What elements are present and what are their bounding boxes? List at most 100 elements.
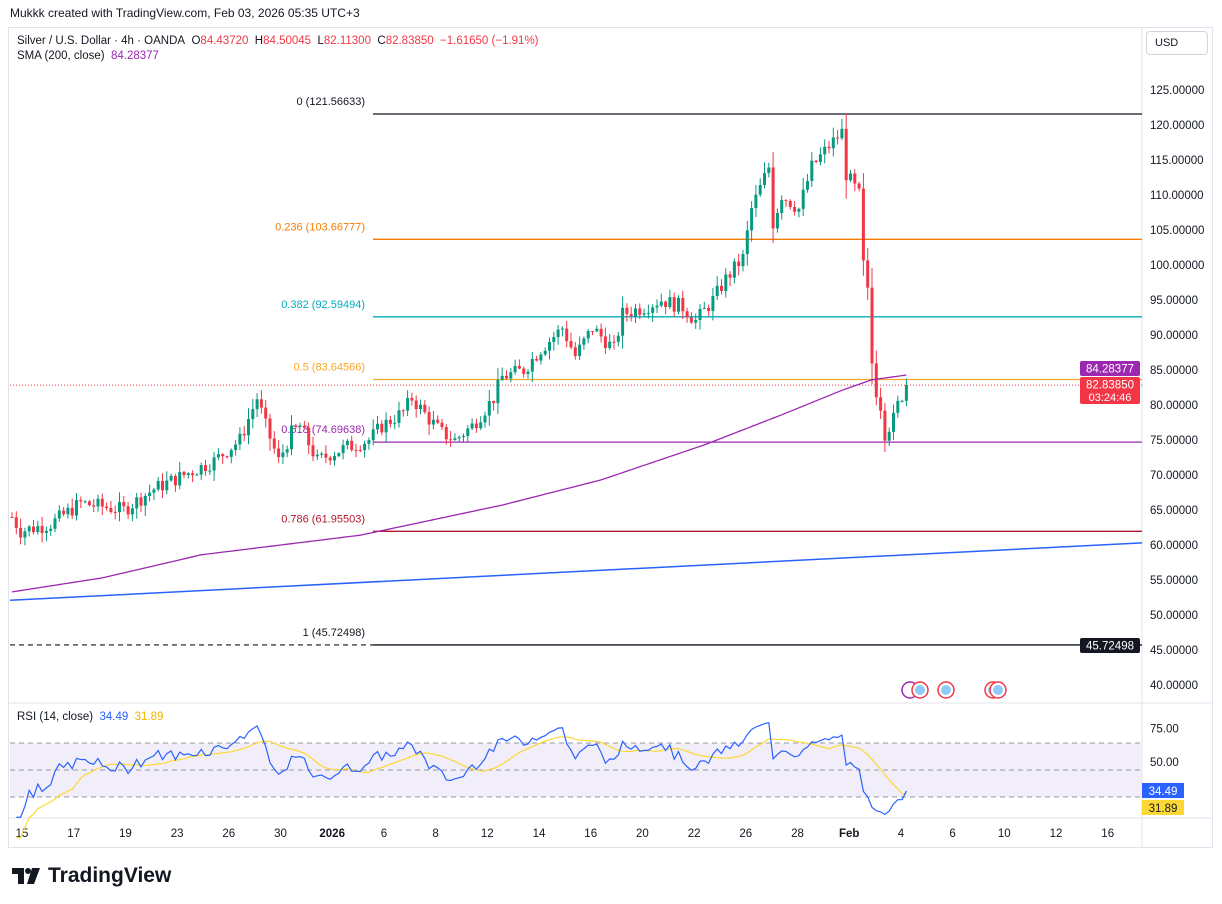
candle-body <box>591 331 594 333</box>
candle-body <box>513 365 517 373</box>
candle-body <box>75 500 78 516</box>
candle-body <box>307 427 311 446</box>
symbol-title[interactable]: Silver / U.S. Dollar · 4h · OANDA <box>17 35 186 47</box>
candle-body <box>573 347 577 357</box>
candle-body <box>100 498 104 507</box>
price-tick-label: 55.00000 <box>1150 575 1198 587</box>
candle-body <box>414 400 418 410</box>
candle-body <box>879 397 883 411</box>
candle-body <box>87 501 91 506</box>
rsi-value: 34.49 <box>99 711 129 723</box>
currency-button[interactable]: USD <box>1146 31 1208 55</box>
candle-body <box>509 372 513 379</box>
candle-body <box>397 410 401 423</box>
candle-body <box>737 261 741 267</box>
time-tick-label: 19 <box>119 828 132 840</box>
price-tick-label: 40.00000 <box>1150 680 1198 692</box>
candle-body <box>70 507 74 516</box>
candle-body <box>818 154 822 163</box>
time-tick-label: 17 <box>67 828 80 840</box>
time-tick-label: 4 <box>898 828 905 840</box>
price-tick-label: 105.00000 <box>1150 225 1204 237</box>
candle-body <box>247 419 250 436</box>
price-tag-value: 45.72498 <box>1086 641 1134 653</box>
candle-body <box>677 297 680 312</box>
fib-level-label: 0.382 (92.59494) <box>281 299 365 311</box>
low-value: 82.11300 <box>323 35 371 47</box>
candle-body <box>621 307 625 336</box>
candle-body <box>118 502 121 513</box>
candle-body <box>388 419 392 424</box>
time-tick-label: 14 <box>533 828 546 840</box>
candle-body <box>745 230 749 254</box>
tradingview-logo: TradingView <box>12 864 171 888</box>
candle-body <box>169 475 173 481</box>
candle-body <box>401 410 405 412</box>
us-flag-icon <box>915 685 925 695</box>
candle-body <box>199 465 203 475</box>
candle-body <box>255 399 259 410</box>
candle-body <box>49 528 53 531</box>
time-tick-label: 20 <box>636 828 649 840</box>
price-tick-label: 115.00000 <box>1150 155 1204 167</box>
time-tick-label: 23 <box>171 828 184 840</box>
price-tick-label: 120.00000 <box>1150 120 1204 132</box>
candle-body <box>556 329 560 338</box>
candle-body <box>354 449 358 451</box>
candle-body <box>380 423 384 433</box>
rsi-label[interactable]: RSI (14, close) <box>17 711 94 723</box>
price-tag-value: 82.83850 <box>1086 380 1134 392</box>
close-value: 82.83850 <box>385 35 434 47</box>
candle-body <box>62 510 66 515</box>
candle-body <box>148 492 152 496</box>
time-tick-label: 2026 <box>319 828 345 840</box>
high-label: H <box>254 35 264 47</box>
candle-body <box>195 474 199 476</box>
candle-body <box>139 497 143 506</box>
candle-body <box>775 212 779 229</box>
candle-body <box>900 400 904 402</box>
sma-label[interactable]: SMA (200, close) <box>17 50 105 62</box>
candle-body <box>40 526 44 533</box>
rsi-line <box>16 721 907 818</box>
rsi-value-tag-text: 34.49 <box>1149 786 1178 798</box>
time-tick-label: 12 <box>481 828 494 840</box>
candle-body <box>436 419 440 423</box>
candle-body <box>178 471 182 486</box>
candle-body <box>595 328 599 332</box>
price-tick-label: 75.00000 <box>1150 435 1198 447</box>
time-tick-label: 6 <box>381 828 387 840</box>
candle-body <box>272 438 276 449</box>
candle-body <box>457 437 461 439</box>
rsi-value-tag <box>1142 783 1184 798</box>
fib-level-label: 0 (121.56633) <box>297 96 366 108</box>
candle-body <box>582 338 586 345</box>
candle-body <box>66 507 70 515</box>
candle-body <box>569 341 573 348</box>
candle-body <box>741 253 745 267</box>
us-flag-icon <box>993 685 1003 695</box>
candle-body <box>328 457 332 461</box>
candle-body <box>487 400 491 416</box>
candle-body <box>586 331 590 339</box>
candle-body <box>599 328 603 337</box>
candle-body <box>646 312 650 314</box>
price-tick-label: 95.00000 <box>1150 295 1198 307</box>
time-tick-label: 10 <box>998 828 1011 840</box>
candle-body <box>560 328 564 330</box>
candle-body <box>333 456 336 461</box>
fib-level-label: 0.236 (103.66777) <box>275 221 365 233</box>
candle-body <box>685 311 689 318</box>
candle-body <box>711 296 715 311</box>
price-tick-label: 90.00000 <box>1150 330 1198 342</box>
candle-body <box>552 337 556 342</box>
candle-body <box>530 358 534 372</box>
candle-body <box>462 435 465 438</box>
price-tick-label: 100.00000 <box>1150 260 1204 272</box>
time-tick-label: Feb <box>839 828 859 840</box>
candle-body <box>539 354 543 361</box>
open-label: O <box>191 35 201 47</box>
close-label: C <box>377 35 386 47</box>
candle-body <box>32 526 35 533</box>
